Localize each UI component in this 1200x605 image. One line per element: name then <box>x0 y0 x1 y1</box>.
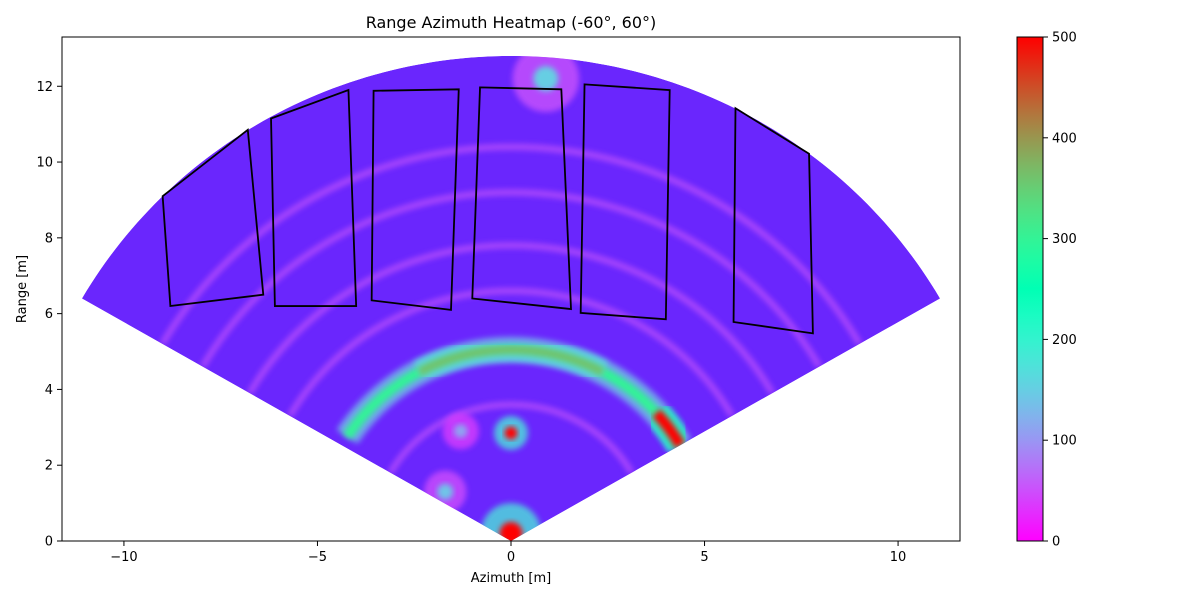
colorbar: 0 100 200 300 400 500 <box>1016 31 1077 550</box>
colorbar-tick-label: 500 <box>1052 31 1077 46</box>
colorbar-tick-label: 100 <box>1052 434 1077 449</box>
chart-title: Range Azimuth Heatmap (-60°, 60°) <box>366 13 657 32</box>
y-axis-ticks: 0 2 4 6 8 10 12 <box>36 80 62 550</box>
heatmap-texture-ring <box>159 143 863 346</box>
heatmap-hotspot <box>437 483 454 500</box>
outline-polygon <box>732 106 814 335</box>
outline-polygon <box>270 88 358 307</box>
x-axis-label: Azimuth [m] <box>471 571 552 586</box>
outline-polygon <box>579 83 671 321</box>
y-tick-label: 6 <box>45 307 53 322</box>
y-tick-label: 8 <box>45 231 53 246</box>
y-tick-label: 10 <box>36 156 53 171</box>
heatmap-hotspot <box>504 426 518 440</box>
colorbar-tick-label: 0 <box>1052 535 1060 550</box>
x-tick-label: −10 <box>110 550 137 565</box>
colorbar-tick-label: 400 <box>1052 131 1077 146</box>
y-axis-label: Range [m] <box>15 255 30 323</box>
x-tick-label: 10 <box>890 550 907 565</box>
heatmap-arc <box>652 409 686 449</box>
outline-polygon <box>370 88 460 311</box>
heatmap-arc <box>417 344 605 377</box>
heatmap-hotspot <box>453 424 468 438</box>
heatmap-background-field <box>81 55 941 541</box>
x-axis-ticks: −10 −5 0 5 10 <box>110 541 906 565</box>
heatmap-texture-ring <box>246 242 776 395</box>
outline-polygons <box>161 83 814 335</box>
heatmap-hotspot <box>533 66 559 92</box>
outline-polygon <box>161 128 265 308</box>
y-tick-label: 0 <box>45 535 53 550</box>
x-tick-label: −5 <box>308 550 327 565</box>
x-tick-label: 0 <box>507 550 515 565</box>
y-tick-label: 2 <box>45 459 53 474</box>
colorbar-ticks: 0 100 200 300 400 500 <box>1043 31 1077 550</box>
heatmap-texture-ring <box>287 287 735 418</box>
x-tick-label: 5 <box>700 550 708 565</box>
y-tick-label: 12 <box>36 80 53 95</box>
colorbar-tick-label: 300 <box>1052 232 1077 247</box>
y-tick-label: 4 <box>45 383 53 398</box>
colorbar-tick-label: 200 <box>1052 333 1077 348</box>
colorbar-scale <box>1016 36 1044 542</box>
outline-polygon <box>471 86 572 311</box>
heatmap-sector <box>81 55 941 541</box>
heatmap-texture-ring <box>387 401 635 475</box>
